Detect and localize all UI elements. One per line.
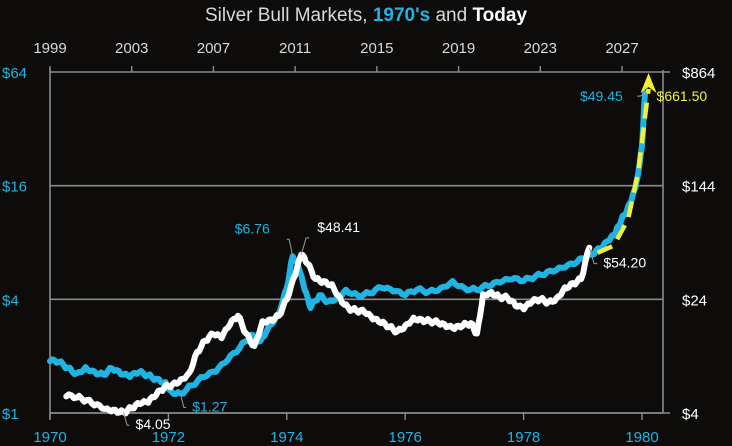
annotation-label: $661.50 xyxy=(657,88,708,104)
series-line-today xyxy=(63,244,593,417)
projection-dashed-line xyxy=(596,88,651,255)
annotation-leader-line xyxy=(636,92,646,97)
y-right-tick-label: $144 xyxy=(682,179,715,196)
series-layer xyxy=(47,72,657,417)
x-top-tick-label: 2023 xyxy=(524,40,557,57)
annotations: $6.76 $48.41 $1.27 $4.05 $49.45 $54.20 $661.50 xyxy=(123,88,708,432)
y-right-tick-label: $24 xyxy=(682,292,707,309)
annotation-label: $48.41 xyxy=(317,219,360,235)
annotation-leader-line xyxy=(300,237,310,255)
x-bottom-tick-label: 1974 xyxy=(270,429,303,446)
x-top-tick-label: 2027 xyxy=(605,40,638,57)
projection-arrowhead-icon xyxy=(640,72,657,93)
x-bottom-tick-label: 1980 xyxy=(625,429,658,446)
y-left-tick-label: $4 xyxy=(2,292,19,309)
x-bottom-tick-label: 1976 xyxy=(389,429,422,446)
x-top-tick-label: 1999 xyxy=(33,40,66,57)
annotation-leader-line xyxy=(588,247,598,265)
title-prefix: Silver Bull Markets, xyxy=(205,5,373,26)
annotation-leader-line xyxy=(179,393,187,408)
x-top-tick-label: 2003 xyxy=(115,40,148,57)
y-left-tick-label: $16 xyxy=(2,179,27,196)
annotation-label: $6.76 xyxy=(235,220,270,236)
y-right-tick-label: $4 xyxy=(682,406,699,423)
y-left-tick-label: $64 xyxy=(2,65,27,82)
annotation-leader-line xyxy=(286,238,294,257)
chart-title: Silver Bull Markets, 1970's and Today xyxy=(205,5,527,26)
grid-lines xyxy=(50,71,670,414)
y-left-tick-label: $1 xyxy=(2,406,19,423)
title-today: Today xyxy=(472,5,527,26)
series-line-1970s xyxy=(47,90,648,398)
x-bottom-tick-label: 1972 xyxy=(152,429,185,446)
x-top-tick-label: 2011 xyxy=(279,40,311,57)
title-middle: and xyxy=(430,5,472,26)
x-top-tick-label: 2015 xyxy=(360,40,393,57)
annotation-leader-line xyxy=(123,412,130,426)
x-top-tick-label: 2019 xyxy=(442,40,475,57)
x-top-tick-label: 2007 xyxy=(197,40,230,57)
x-bottom-tick-label: 1978 xyxy=(507,429,540,446)
annotation-label: $1.27 xyxy=(192,398,227,414)
axes: $1 $4 $4 $24 $16 $144 $64 $864 1970 1972 1974 1976 1… xyxy=(2,40,715,446)
annotation-label: $4.05 xyxy=(136,416,171,432)
annotation-label: $54.20 xyxy=(603,255,646,271)
annotation-label: $49.45 xyxy=(580,88,623,104)
x-bottom-tick-label: 1970 xyxy=(33,429,66,446)
title-1970s: 1970's xyxy=(373,5,430,26)
y-right-tick-label: $864 xyxy=(682,65,715,82)
